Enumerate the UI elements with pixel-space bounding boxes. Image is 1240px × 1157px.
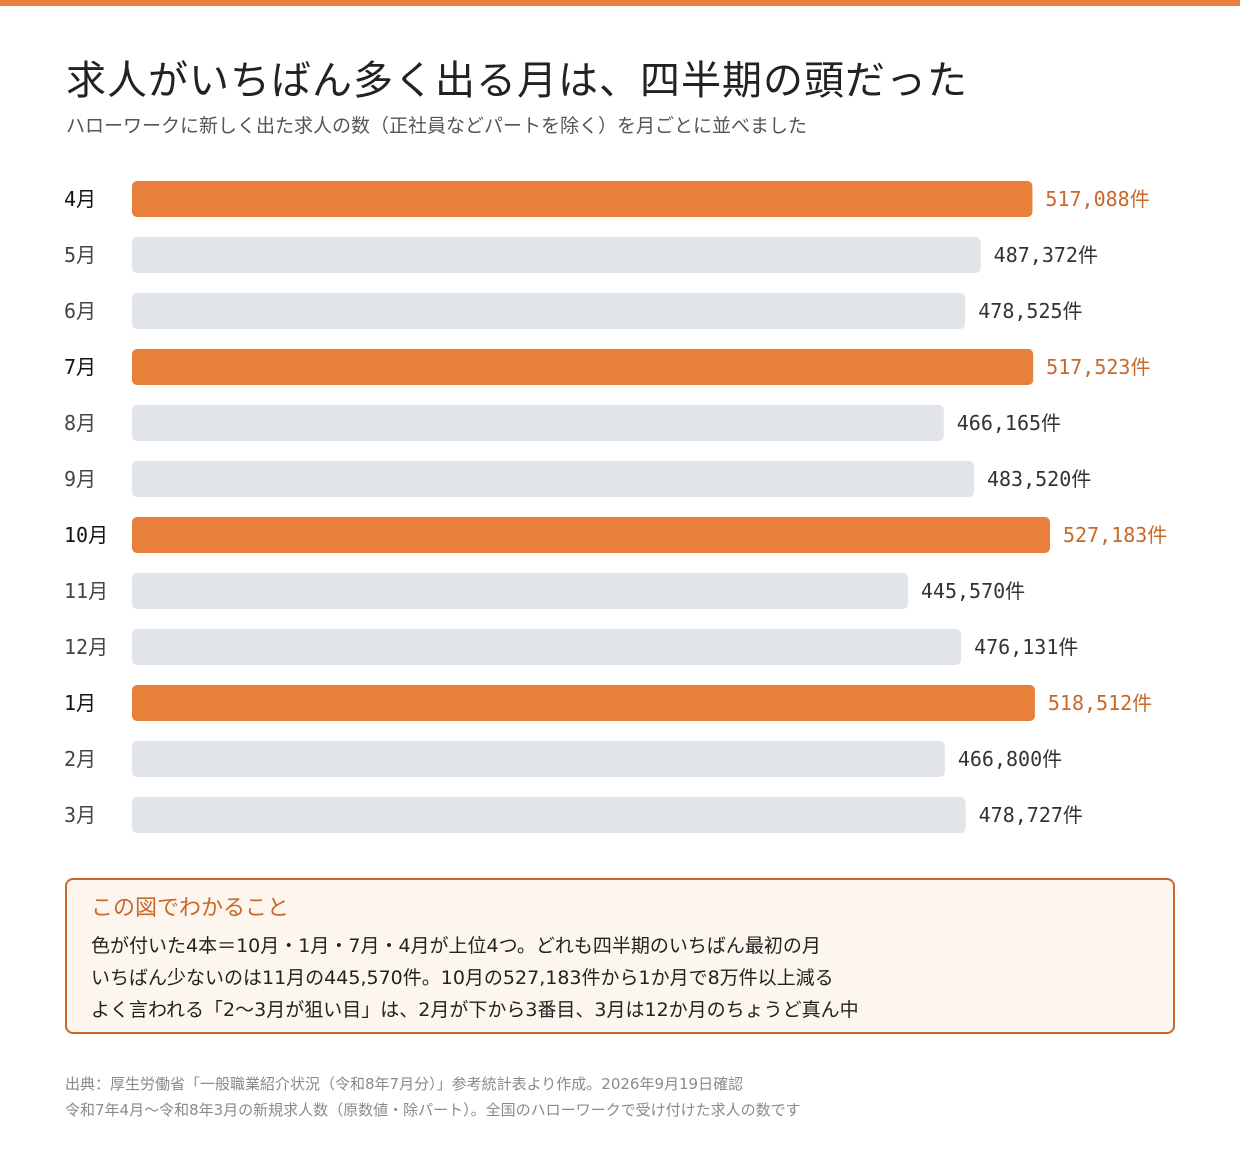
value-label: 466,800件 — [958, 747, 1062, 771]
bar — [132, 405, 944, 441]
value-label: 527,183件 — [1063, 523, 1167, 547]
bar-row: 1月 518,512件 — [64, 685, 1152, 721]
bar — [132, 293, 966, 329]
bar-row: 11月 445,570件 — [64, 573, 1025, 609]
category-label: 7月 — [64, 355, 96, 379]
bar-highlighted — [132, 685, 1035, 721]
category-label: 8月 — [64, 411, 96, 435]
category-label: 2月 — [64, 747, 96, 771]
value-label: 483,520件 — [987, 467, 1091, 491]
bar — [132, 629, 962, 665]
top-accent-bar — [0, 0, 1240, 6]
callout-line-1: 色が付いた4本＝10月・1月・7月・4月が上位4つ。どれも四半期のいちばん最初の… — [91, 935, 821, 957]
bar-row: 12月 476,131件 — [64, 629, 1078, 665]
value-label: 478,525件 — [978, 299, 1082, 323]
callout-heading: この図でわかること — [91, 896, 290, 921]
category-label: 6月 — [64, 299, 96, 323]
category-label: 11月 — [64, 579, 108, 603]
value-label: 487,372件 — [994, 243, 1098, 267]
bar — [132, 461, 974, 497]
category-label: 4月 — [64, 187, 96, 211]
callout-line-3: よく言われる「2〜3月が狙い目」は、2月が下から3番目、3月は12か月のちょうど… — [91, 999, 859, 1021]
bar-highlighted — [132, 181, 1033, 217]
value-label: 466,165件 — [957, 411, 1061, 435]
monthly-bar-chart: 4月 517,088件 5月 487,372件 6月 478,525件 7月 517,523件… — [64, 181, 1167, 833]
bar — [132, 573, 908, 609]
page-title: 求人がいちばん多く出る月は、四半期の頭だった — [66, 58, 968, 104]
bar-row: 6月 478,525件 — [64, 293, 1083, 329]
bar-row: 9月 483,520件 — [64, 461, 1091, 497]
category-label: 5月 — [64, 243, 96, 267]
category-label: 3月 — [64, 803, 96, 827]
category-label: 12月 — [64, 635, 108, 659]
bar — [132, 237, 981, 273]
category-label: 1月 — [64, 691, 96, 715]
source-line-1: 出典：厚生労働省「一般職業紹介状況（令和8年7月分）」参考統計表より作成。202… — [65, 1075, 744, 1093]
bar — [132, 797, 966, 833]
value-label: 476,131件 — [974, 635, 1078, 659]
page-subtitle: ハローワークに新しく出た求人の数（正社員などパートを除く）を月ごとに並べました — [66, 115, 808, 137]
bar-row: 4月 517,088件 — [64, 181, 1150, 217]
bar-row: 10月 527,183件 — [64, 517, 1167, 553]
category-label: 10月 — [64, 523, 108, 547]
source-note: 出典：厚生労働省「一般職業紹介状況（令和8年7月分）」参考統計表より作成。202… — [65, 1071, 801, 1123]
category-label: 9月 — [64, 467, 96, 491]
bar-row: 2月 466,800件 — [64, 741, 1062, 777]
value-label: 517,088件 — [1045, 187, 1149, 211]
value-label: 445,570件 — [921, 579, 1025, 603]
bar-highlighted — [132, 517, 1050, 553]
source-line-2: 令和7年4月〜令和8年3月の新規求人数（原数値・除パート）。全国のハローワークで… — [65, 1101, 801, 1119]
bar-row: 3月 478,727件 — [64, 797, 1083, 833]
bar-highlighted — [132, 349, 1034, 385]
bar — [132, 741, 945, 777]
bar-row: 8月 466,165件 — [64, 405, 1061, 441]
value-label: 518,512件 — [1048, 691, 1152, 715]
value-label: 478,727件 — [979, 803, 1083, 827]
bar-row: 7月 517,523件 — [64, 349, 1150, 385]
bar-row: 5月 487,372件 — [64, 237, 1098, 273]
insight-callout: この図でわかること 色が付いた4本＝10月・1月・7月・4月が上位4つ。どれも四… — [65, 878, 1175, 1034]
callout-line-2: いちばん少ないのは11月の445,570件。10月の527,183件から1か月で… — [91, 967, 834, 989]
value-label: 517,523件 — [1046, 355, 1150, 379]
